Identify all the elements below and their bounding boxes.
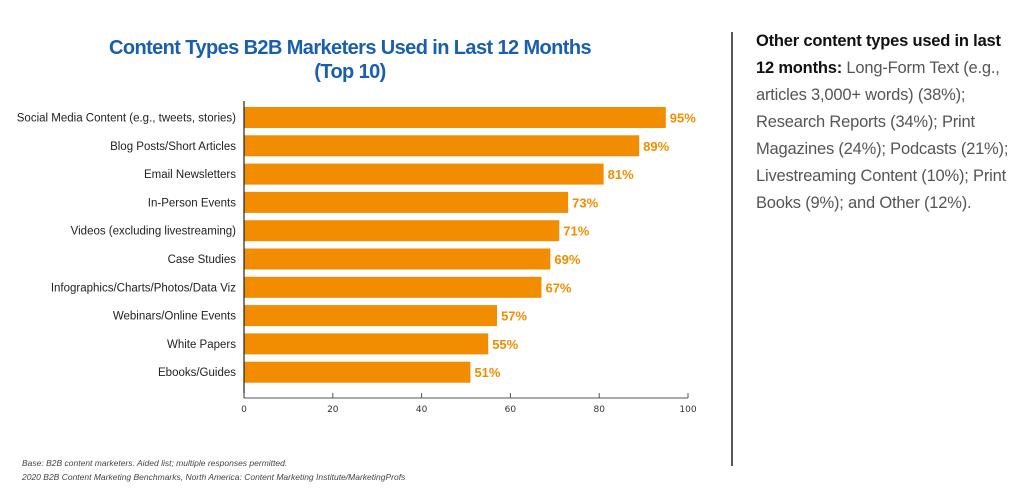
category-labels: Social Media Content (e.g., tweets, stor… [17,113,236,380]
bar [244,107,666,128]
category-label: Blog Posts/Short Articles [110,141,236,153]
x-tick-label: 80 [593,405,605,415]
value-label: 71% [563,224,589,239]
other-content-types-note: Other content types used in last 12 mont… [756,28,1014,217]
category-label: Social Media Content (e.g., tweets, stor… [17,113,236,125]
bar [244,163,604,185]
category-label: White Papers [167,339,236,351]
category-label: Email Newsletters [144,169,236,181]
value-label: 73% [572,195,598,210]
bars-layer [244,107,666,383]
note-body: Long-Form Text (e.g., articles 3,000+ wo… [756,59,1009,212]
value-label: 51% [474,365,500,380]
x-tick-label: 0 [241,405,247,415]
value-label: 81% [608,167,634,182]
bar [244,135,640,157]
value-label: 89% [643,139,669,154]
chart-subtitle: (Top 10) [314,61,386,83]
x-tick-label: 20 [327,405,339,415]
value-labels: 95%89% 81% 73% 71% 69% 67% 57% 55% 51% [474,111,696,381]
bar [244,276,542,298]
x-tick-label: 100 [679,405,696,415]
x-axis: 0 20 40 60 80 100 [241,101,697,415]
value-label: 95% [670,111,696,126]
category-label: Case Studies [168,254,237,266]
x-tick-label: 40 [416,405,428,415]
bar-chart: Social Media Content (e.g., tweets, stor… [17,101,697,415]
category-label: Webinars/Online Events [113,311,236,323]
category-label: Infographics/Charts/Photos/Data Viz [51,282,236,294]
category-label: In-Person Events [148,197,236,209]
footnote-source: 2020 B2B Content Marketing Benchmarks, N… [22,472,406,482]
category-label: Ebooks/Guides [158,367,236,379]
category-label: Videos (excluding livestreaming) [71,226,237,238]
value-label: 67% [545,280,571,295]
x-tick-label: 60 [505,405,517,415]
bar [244,305,498,327]
note-lead: Other content types used in last 12 mont… [756,32,1001,77]
section-divider [731,32,733,466]
bar [244,220,560,242]
value-label: 55% [492,337,518,352]
bar [244,361,471,383]
footnote-base: Base: B2B content marketers. Aided list;… [22,458,288,468]
chart-title: Content Types B2B Marketers Used in Last… [109,37,592,59]
value-label: 57% [501,309,527,324]
bar [244,248,551,270]
bar [244,191,569,213]
bar [244,333,489,355]
value-label: 69% [554,252,580,267]
